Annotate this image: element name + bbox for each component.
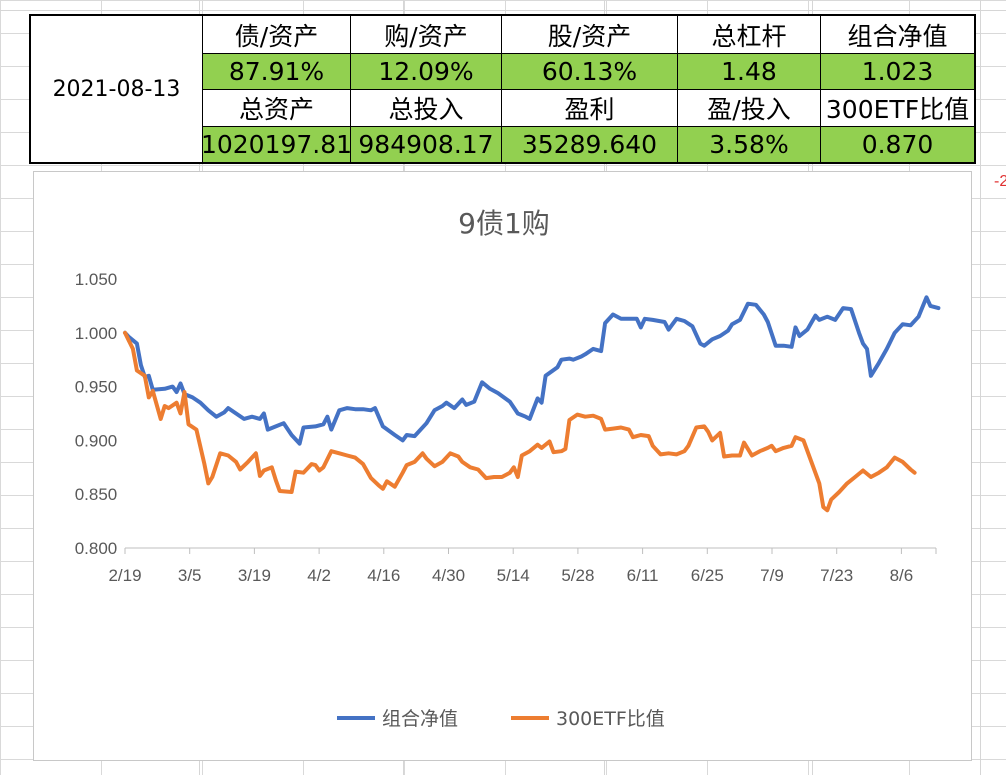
- header-total-invested[interactable]: 总投入: [351, 90, 502, 127]
- value-call-asset[interactable]: 12.09%: [351, 54, 502, 90]
- gridline: [0, 10, 1006, 11]
- value-stock-asset[interactable]: 60.13%: [502, 54, 678, 90]
- x-tick-label: 6/25: [691, 566, 724, 585]
- x-tick-label: 5/14: [497, 566, 530, 585]
- y-tick-label: 1.000: [75, 324, 118, 343]
- x-axis: 2/19 3/5 3/19 4/2 4/16 4/30 5/14 5/28 6/11 6/25 7/…: [108, 547, 937, 585]
- x-tick-label: 4/16: [367, 566, 400, 585]
- series-line-1: [123, 330, 917, 513]
- legend-label-nav: 组合净值: [382, 708, 458, 730]
- x-tick-label: 6/11: [627, 566, 659, 585]
- header-leverage[interactable]: 总杠杆: [678, 16, 821, 54]
- y-tick-label: 1.050: [75, 270, 118, 289]
- chart-area[interactable]: 9债1购 0.800 0.850 0.900 0.950 1.000 1.050 2/19…: [33, 171, 972, 761]
- value-leverage[interactable]: 1.48: [678, 54, 821, 90]
- x-tick-label: 7/9: [760, 566, 784, 585]
- value-bond-asset[interactable]: 87.91%: [203, 54, 351, 90]
- chart-title[interactable]: 9债1购: [458, 207, 550, 240]
- y-tick-label: 0.900: [75, 431, 118, 450]
- y-axis: 0.800 0.850 0.900 0.950 1.000 1.050: [75, 270, 118, 558]
- value-profit-ratio[interactable]: 3.58%: [678, 127, 821, 162]
- y-tick-label: 0.950: [75, 378, 118, 397]
- x-tick-label: 4/2: [307, 566, 331, 585]
- legend[interactable]: 组合净值 300ETF比值: [337, 708, 665, 730]
- summary-date[interactable]: 2021-08-13: [31, 16, 203, 162]
- y-tick-label: 0.800: [75, 539, 118, 558]
- x-tick-label: 3/5: [178, 566, 202, 585]
- x-tick-label: 5/28: [561, 566, 594, 585]
- x-tick-label: 2/19: [108, 566, 141, 585]
- line-chart: 9债1购 0.800 0.850 0.900 0.950 1.000 1.050 2/19…: [75, 207, 941, 730]
- header-bond-asset[interactable]: 债/资产: [203, 16, 351, 54]
- header-call-asset[interactable]: 购/资产: [351, 16, 502, 54]
- header-nav[interactable]: 组合净值: [821, 16, 974, 54]
- header-etf-ratio[interactable]: 300ETF比值: [821, 90, 974, 127]
- legend-label-etf: 300ETF比值: [556, 708, 665, 730]
- plot-area[interactable]: [123, 295, 941, 513]
- summary-table: 2021-08-13 债/资产 购/资产 股/资产 总杠杆 组合净值 87.91…: [29, 14, 976, 164]
- value-nav[interactable]: 1.023: [821, 54, 974, 90]
- offscreen-cell-text: -2: [994, 173, 1006, 190]
- header-stock-asset[interactable]: 股/资产: [502, 16, 678, 54]
- x-tick-label: 4/30: [432, 566, 465, 585]
- value-total-invested[interactable]: 984908.17: [351, 127, 502, 162]
- gridline: [980, 0, 981, 775]
- y-tick-label: 0.850: [75, 485, 118, 504]
- header-total-assets[interactable]: 总资产: [203, 90, 351, 127]
- header-profit[interactable]: 盈利: [502, 90, 678, 127]
- value-etf-ratio[interactable]: 0.870: [821, 127, 974, 162]
- x-tick-label: 7/23: [820, 566, 853, 585]
- value-profit[interactable]: 35289.640: [502, 127, 678, 162]
- series-line-0: [123, 295, 941, 446]
- header-profit-ratio[interactable]: 盈/投入: [678, 90, 821, 127]
- x-tick-label: 3/19: [238, 566, 271, 585]
- value-total-assets[interactable]: 1020197.81: [203, 127, 351, 162]
- x-tick-label: 8/6: [890, 566, 914, 585]
